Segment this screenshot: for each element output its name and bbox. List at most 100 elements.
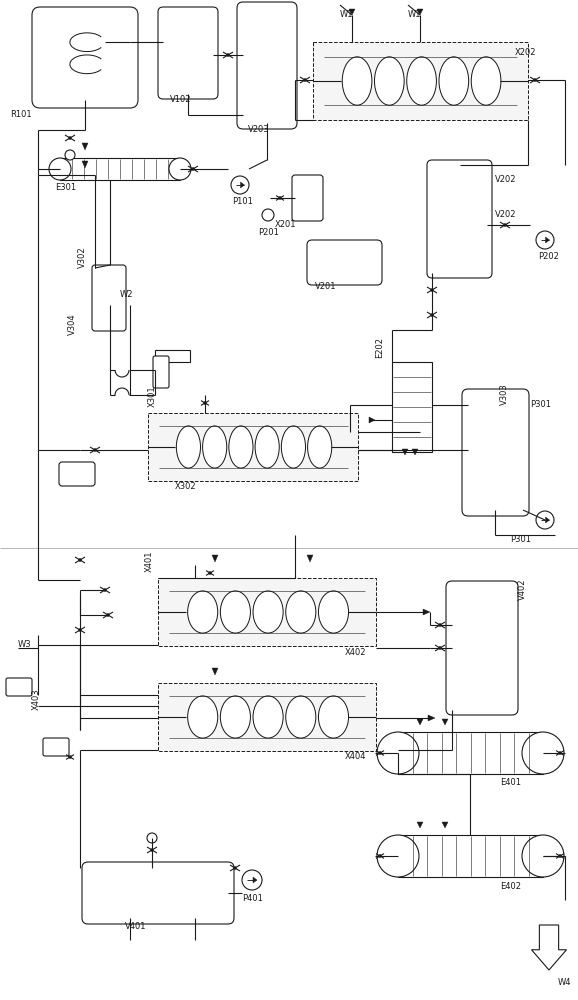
Circle shape xyxy=(147,833,157,843)
Ellipse shape xyxy=(188,591,218,633)
Polygon shape xyxy=(307,555,313,562)
Text: W4: W4 xyxy=(558,978,572,987)
Text: E202: E202 xyxy=(375,337,384,358)
Circle shape xyxy=(231,176,249,194)
Ellipse shape xyxy=(176,426,201,468)
Circle shape xyxy=(533,79,536,82)
FancyBboxPatch shape xyxy=(292,175,323,221)
Ellipse shape xyxy=(439,57,469,105)
Circle shape xyxy=(103,588,106,591)
Polygon shape xyxy=(82,161,88,168)
Circle shape xyxy=(279,196,281,200)
Circle shape xyxy=(150,848,154,852)
FancyBboxPatch shape xyxy=(82,862,234,924)
Ellipse shape xyxy=(286,591,316,633)
Circle shape xyxy=(191,167,195,170)
Ellipse shape xyxy=(188,696,218,738)
Text: P301: P301 xyxy=(510,535,531,544)
Circle shape xyxy=(69,136,72,139)
Circle shape xyxy=(558,752,561,754)
Ellipse shape xyxy=(203,426,227,468)
Text: V304: V304 xyxy=(68,313,77,335)
Polygon shape xyxy=(442,719,448,725)
Text: E301: E301 xyxy=(55,183,76,192)
FancyBboxPatch shape xyxy=(427,160,492,278)
Circle shape xyxy=(234,866,236,869)
Circle shape xyxy=(431,314,434,316)
Polygon shape xyxy=(369,417,375,423)
Circle shape xyxy=(439,624,442,626)
Text: V202: V202 xyxy=(495,175,517,184)
Text: P201: P201 xyxy=(258,228,279,237)
Ellipse shape xyxy=(220,591,250,633)
Text: V102: V102 xyxy=(170,95,191,104)
Text: X402: X402 xyxy=(345,648,366,657)
Circle shape xyxy=(431,288,434,292)
Polygon shape xyxy=(82,143,88,150)
Ellipse shape xyxy=(375,57,404,105)
Circle shape xyxy=(94,448,97,452)
Circle shape xyxy=(379,854,381,857)
Polygon shape xyxy=(546,237,550,243)
Polygon shape xyxy=(417,429,425,435)
Bar xyxy=(158,683,376,751)
Bar xyxy=(392,362,432,452)
Polygon shape xyxy=(442,822,448,828)
Text: X403: X403 xyxy=(32,688,41,710)
Polygon shape xyxy=(546,517,550,523)
Text: W2: W2 xyxy=(120,290,134,299)
Ellipse shape xyxy=(407,57,436,105)
Circle shape xyxy=(379,752,381,754)
Text: V201: V201 xyxy=(315,282,336,291)
Text: X404: X404 xyxy=(345,752,366,761)
FancyBboxPatch shape xyxy=(153,356,169,388)
Ellipse shape xyxy=(255,426,279,468)
Text: W3: W3 xyxy=(18,640,32,649)
FancyBboxPatch shape xyxy=(462,389,529,516)
Circle shape xyxy=(79,558,81,562)
Polygon shape xyxy=(428,715,435,721)
FancyBboxPatch shape xyxy=(446,581,518,715)
Text: V303: V303 xyxy=(500,383,509,405)
Bar xyxy=(158,578,376,646)
Bar xyxy=(313,42,528,120)
Polygon shape xyxy=(402,449,408,455)
Ellipse shape xyxy=(307,426,332,468)
Circle shape xyxy=(558,854,561,857)
Circle shape xyxy=(227,53,229,56)
FancyBboxPatch shape xyxy=(92,265,126,331)
Text: R101: R101 xyxy=(10,110,32,119)
Polygon shape xyxy=(212,668,218,675)
Circle shape xyxy=(262,209,274,221)
Text: W1: W1 xyxy=(340,10,354,19)
Text: E402: E402 xyxy=(500,882,521,891)
Ellipse shape xyxy=(286,696,316,738)
Text: V401: V401 xyxy=(125,922,146,931)
Text: E401: E401 xyxy=(500,778,521,787)
FancyBboxPatch shape xyxy=(237,2,297,129)
Circle shape xyxy=(209,572,212,574)
Ellipse shape xyxy=(253,696,283,738)
Polygon shape xyxy=(423,609,430,615)
Bar xyxy=(398,835,543,877)
Ellipse shape xyxy=(253,591,283,633)
Text: X201: X201 xyxy=(275,220,297,229)
Polygon shape xyxy=(240,182,244,188)
Circle shape xyxy=(377,732,419,774)
FancyBboxPatch shape xyxy=(307,240,382,285)
Text: P301: P301 xyxy=(530,400,551,409)
FancyBboxPatch shape xyxy=(6,678,32,696)
Circle shape xyxy=(65,150,75,160)
Text: V302: V302 xyxy=(78,246,87,268)
Polygon shape xyxy=(532,925,566,970)
Ellipse shape xyxy=(229,426,253,468)
Text: V203: V203 xyxy=(248,125,269,134)
FancyBboxPatch shape xyxy=(59,462,95,486)
Polygon shape xyxy=(412,449,418,455)
Circle shape xyxy=(536,231,554,249)
Ellipse shape xyxy=(220,696,250,738)
Circle shape xyxy=(169,158,191,180)
Circle shape xyxy=(303,79,306,82)
Circle shape xyxy=(242,870,262,890)
Text: X302: X302 xyxy=(175,482,197,491)
